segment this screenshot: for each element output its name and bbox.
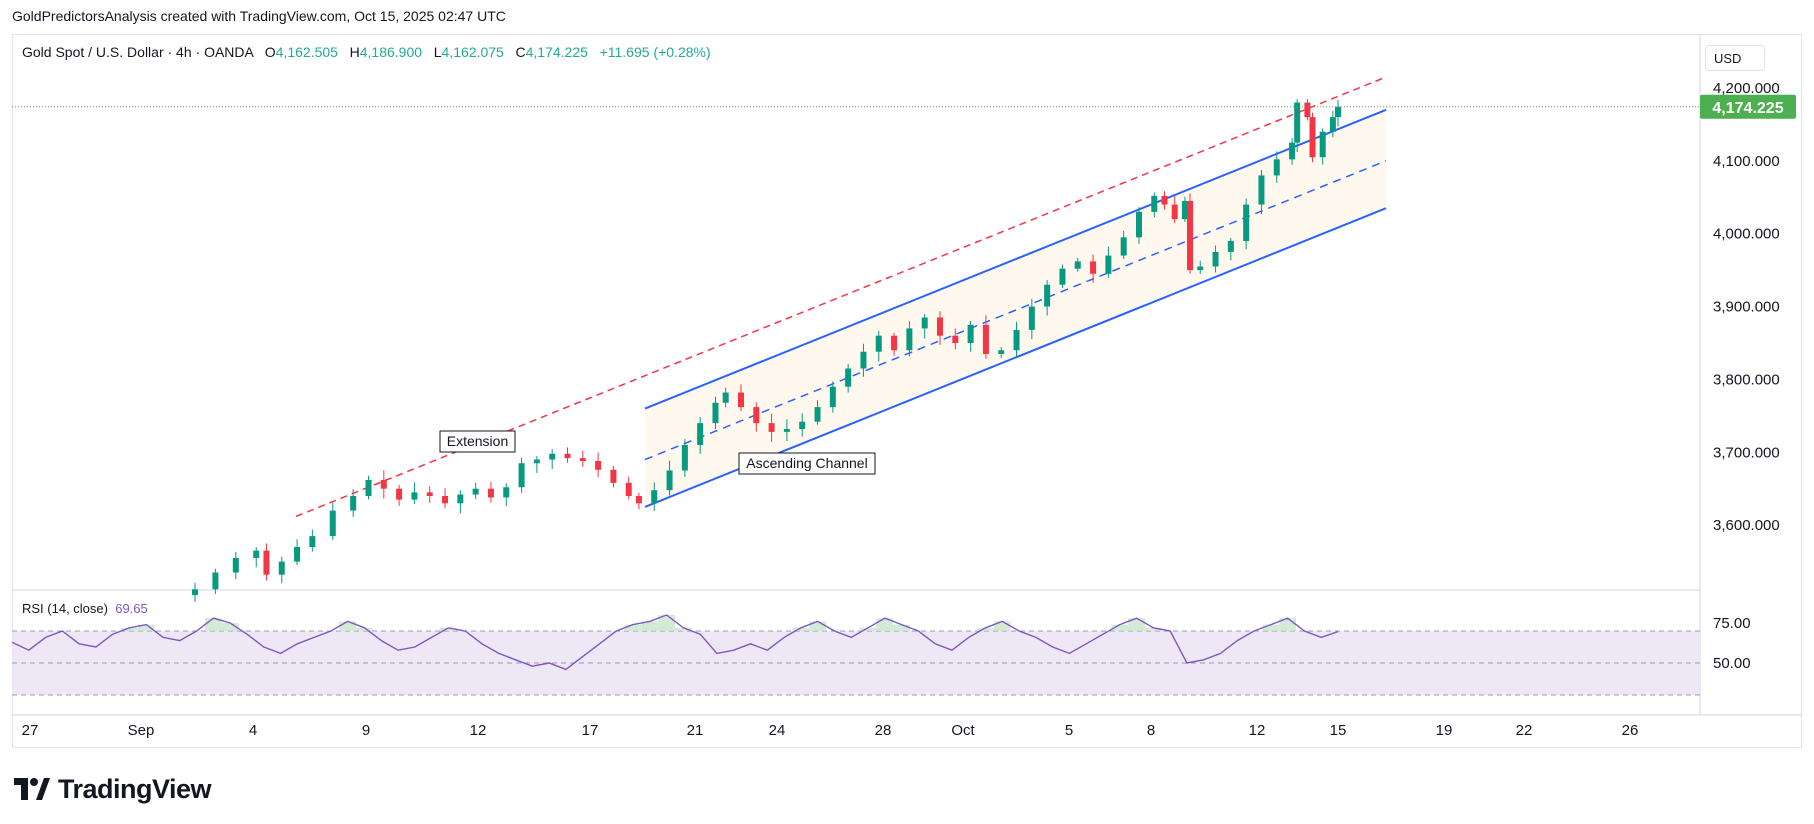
symbol-header: Gold Spot / U.S. Dollar · 4h · OANDA O4,… <box>22 44 711 60</box>
high-label: H <box>349 44 360 60</box>
symbol-name[interactable]: Gold Spot / U.S. Dollar · 4h · OANDA <box>22 44 254 60</box>
rsi-title: RSI (14, close) 69.65 <box>22 601 148 616</box>
brand-name: TradingView <box>58 773 212 804</box>
close-value: 4,174.225 <box>525 44 588 60</box>
tradingview-logo-icon <box>14 778 50 800</box>
tradingview-logo[interactable]: TradingView <box>14 773 212 804</box>
change-value: +11.695 (+0.28%) <box>599 44 711 60</box>
high-value: 4,186.900 <box>359 44 423 60</box>
close-label: C <box>515 44 526 60</box>
chart-frame <box>12 34 1802 748</box>
currency-button[interactable]: USD <box>1705 45 1765 71</box>
open-value: 4,162.505 <box>275 44 338 60</box>
low-value: 4,162.075 <box>441 44 504 60</box>
low-label: L <box>433 44 442 60</box>
rsi-value: 69.65 <box>115 601 148 616</box>
open-label: O <box>264 44 276 60</box>
rsi-label: RSI (14, close) <box>22 601 108 616</box>
chart-caption: GoldPredictorsAnalysis created with Trad… <box>12 8 506 24</box>
